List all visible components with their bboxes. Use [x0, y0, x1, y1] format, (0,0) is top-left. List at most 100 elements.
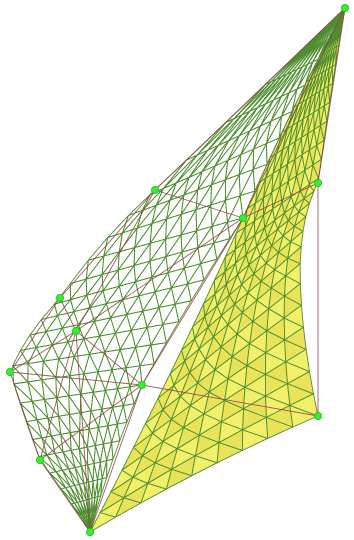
control-point[interactable] [86, 528, 95, 537]
wire-triangle [70, 278, 88, 301]
control-point[interactable] [238, 213, 247, 222]
wire-triangle [122, 403, 135, 423]
control-net-line [9, 371, 143, 386]
wire-triangle [158, 303, 176, 325]
wireframe-mesh [12, 7, 346, 533]
wire-triangle [200, 258, 218, 281]
wire-triangle [138, 291, 156, 312]
control-point[interactable] [36, 455, 45, 464]
wire-triangle [104, 349, 121, 371]
control-point[interactable] [72, 326, 81, 335]
wire-triangle [162, 154, 198, 189]
wire-triangle [174, 300, 192, 323]
wire-triangle [110, 314, 128, 334]
wire-triangle [146, 307, 164, 328]
wire-triangle [126, 310, 144, 331]
wire-triangle [68, 467, 80, 485]
control-net-line [9, 7, 346, 533]
wire-triangle [20, 347, 37, 364]
wire-triangle [170, 283, 189, 305]
wire-triangle [68, 393, 82, 414]
wire-triangle [40, 315, 59, 333]
wire-triangle [87, 237, 109, 261]
wire-triangle [80, 373, 94, 395]
wire-triangle [86, 274, 104, 296]
wire-triangle [101, 389, 114, 410]
surface-triangle [287, 371, 314, 395]
wire-triangle [213, 238, 231, 260]
wire-triangle [100, 477, 108, 497]
control-point[interactable] [56, 293, 65, 302]
surface-triangle [289, 393, 319, 417]
wire-triangle [54, 451, 70, 470]
wire-triangle [139, 344, 155, 367]
wire-triangle [27, 360, 44, 381]
wire-triangle [135, 326, 152, 348]
wire-triangle [101, 460, 108, 480]
wire-triangle [278, 111, 293, 139]
control-point[interactable] [313, 411, 322, 420]
wire-triangle [111, 440, 121, 460]
wire-triangle [266, 137, 280, 165]
wire-triangle [89, 351, 106, 373]
wire-triangle [317, 33, 332, 60]
wire-triangle [73, 353, 90, 375]
control-net-line [75, 330, 91, 533]
wire-triangle [94, 495, 102, 515]
wire-triangle [116, 421, 128, 442]
wire-triangle [111, 349, 127, 371]
wire-triangle [98, 425, 109, 445]
wire-triangle [99, 332, 116, 353]
wire-triangle [69, 430, 81, 450]
wire-triangle [90, 391, 103, 412]
wire-triangle [154, 287, 172, 309]
wire-triangle [135, 344, 152, 367]
wire-triangle [291, 84, 306, 112]
wire-triangle [57, 311, 75, 329]
control-point[interactable] [6, 367, 14, 376]
wire-triangle [162, 303, 180, 325]
surface-triangle [335, 45, 340, 66]
wire-triangle [146, 324, 164, 346]
wire-triangle [68, 412, 81, 432]
wire-triangle [104, 369, 119, 391]
surface-triangle [284, 283, 302, 306]
control-point[interactable] [150, 185, 159, 194]
surface-triangle [285, 348, 310, 373]
control-net-line [39, 189, 156, 461]
wire-triangle [304, 58, 319, 86]
wire-triangle [69, 356, 85, 377]
wire-triangle [94, 317, 112, 337]
surface-triangle [323, 101, 331, 122]
wire-triangle [41, 360, 57, 381]
control-point[interactable] [137, 380, 146, 389]
surface-triangle [284, 326, 307, 350]
wire-triangle [79, 412, 90, 432]
wire-triangle [45, 327, 63, 346]
wire-triangle [102, 269, 120, 292]
wire-triangle [99, 443, 108, 463]
wire-triangle [162, 321, 180, 344]
wire-triangle [93, 445, 101, 464]
wire-triangle [112, 388, 124, 408]
control-points[interactable] [6, 4, 349, 537]
wire-triangle [142, 307, 160, 328]
wire-triangle [107, 406, 118, 427]
surface-triangle [327, 83, 334, 103]
wire-triangle [150, 324, 167, 346]
wire-triangle [252, 163, 268, 192]
surface-triangle [285, 263, 301, 285]
wire-triangle [106, 458, 114, 479]
surface-triangle [290, 230, 304, 248]
wire-triangle [89, 513, 96, 533]
control-net-line [89, 7, 346, 533]
control-point[interactable] [340, 4, 349, 12]
control-point[interactable] [313, 178, 322, 187]
wire-triangle [129, 384, 143, 405]
wire-triangle [114, 329, 132, 351]
surface-triangle [283, 304, 304, 328]
wire-triangle [239, 190, 256, 219]
surface-triangle [316, 139, 325, 160]
